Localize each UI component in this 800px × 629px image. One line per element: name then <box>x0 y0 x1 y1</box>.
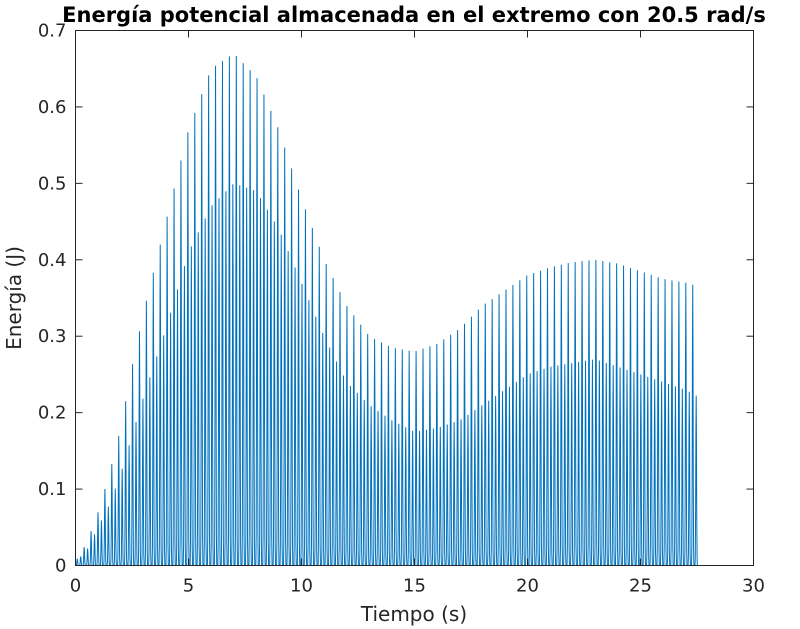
y-tick-label: 0.1 <box>38 479 67 500</box>
x-axis-label: Tiempo (s) <box>360 602 467 626</box>
y-axis: 0 0.1 0.2 0.3 0.4 0.5 0.6 0.7 <box>38 21 754 577</box>
y-tick-label: 0.2 <box>38 403 67 424</box>
y-axis-label: Energía (J) <box>2 246 26 350</box>
y-tick-label: 0 <box>55 556 66 577</box>
y-tick-label: 0.3 <box>38 326 67 347</box>
x-tick-label: 0 <box>70 576 81 597</box>
chart-title: Energía potencial almacenada en el extre… <box>62 3 766 27</box>
y-tick-label: 0.4 <box>38 250 67 271</box>
y-tick-label: 0.6 <box>38 97 67 118</box>
x-tick-label: 15 <box>403 576 426 597</box>
x-axis: 0 5 10 15 20 25 30 <box>70 30 765 597</box>
x-tick-label: 30 <box>742 576 765 597</box>
x-tick-label: 20 <box>516 576 539 597</box>
x-tick-label: 10 <box>290 576 313 597</box>
x-tick-label: 5 <box>183 576 194 597</box>
y-tick-label: 0.5 <box>38 173 67 194</box>
y-tick-label: 0.7 <box>38 21 67 42</box>
x-tick-label: 25 <box>629 576 652 597</box>
